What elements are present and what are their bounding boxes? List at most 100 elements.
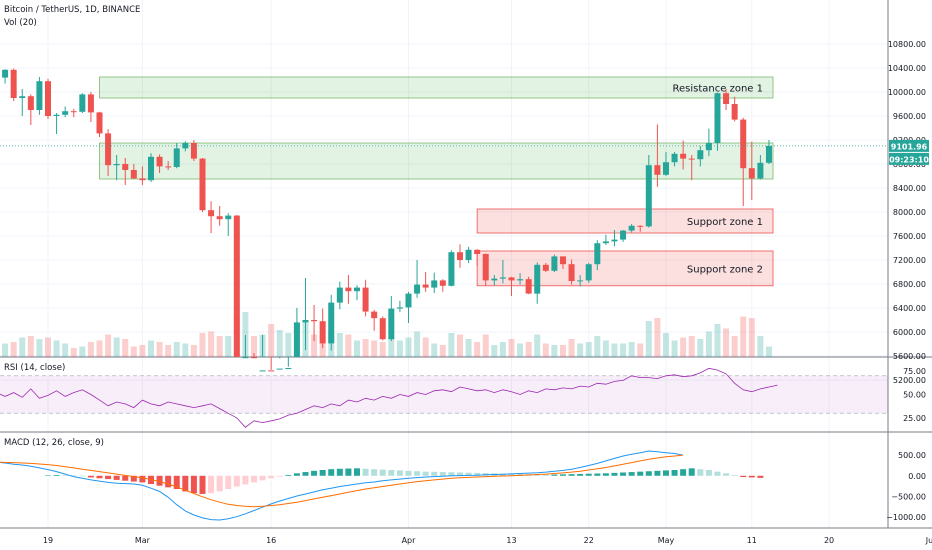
- volume-bar: [113, 337, 120, 357]
- volume-bar: [456, 334, 463, 357]
- candle-body: [714, 93, 721, 143]
- zone-label: Support zone 2: [687, 264, 763, 275]
- macd-panel: 500.00 0.00 −500.00 −1000.00: [0, 450, 926, 522]
- volume-bar: [353, 340, 360, 357]
- macd-histogram-bar: [242, 475, 249, 485]
- candle-body: [371, 311, 378, 319]
- candle-body: [559, 256, 566, 265]
- candle-body: [45, 81, 51, 116]
- volume-bar: [525, 342, 532, 357]
- volume-bar: [182, 343, 189, 357]
- candle-body: [628, 225, 635, 231]
- candle-body: [319, 321, 326, 344]
- macd-histogram-bar: [328, 469, 335, 476]
- price-tick-label: 6400.00: [893, 304, 926, 313]
- macd-histogram-bar: [139, 475, 146, 483]
- macd-histogram-bar: [165, 475, 172, 488]
- last-price-badge: [889, 139, 929, 152]
- price-tick-label: 10000.00: [888, 88, 926, 97]
- candle-body: [671, 153, 678, 163]
- volume-bar: [748, 318, 755, 357]
- candle-body: [448, 252, 455, 286]
- macd-histogram-bar: [748, 475, 755, 478]
- volume-bar: [216, 336, 223, 357]
- candle-body: [697, 150, 704, 160]
- candle-body: [259, 370, 266, 372]
- volume-bar: [705, 331, 712, 357]
- price-tick-label: 5200.00: [893, 376, 926, 385]
- macd-histogram-bar: [233, 475, 240, 487]
- volume-bar: [405, 337, 412, 357]
- volume-bar: [379, 342, 386, 357]
- volume-bar: [765, 346, 772, 357]
- macd-line: [0, 450, 684, 521]
- volume-bar: [602, 340, 609, 357]
- volume-bar: [680, 337, 687, 357]
- grid: [0, 0, 932, 529]
- candle-body: [53, 114, 60, 116]
- candle-body: [233, 215, 240, 357]
- candle-body: [328, 302, 335, 344]
- candle-body: [345, 287, 352, 292]
- candle-body: [705, 143, 712, 151]
- macd-label: MACD (12, 26, close, 9): [4, 438, 104, 448]
- candle-body: [96, 112, 103, 134]
- candle-body: [311, 320, 318, 322]
- volume-bar: [671, 340, 678, 357]
- macd-histogram-bar: [577, 473, 584, 476]
- time-tick-label: 22: [584, 536, 594, 545]
- volume-bar: [662, 333, 669, 357]
- volume-bar: [311, 334, 318, 357]
- time-axis: 19Mar16Apr1322May1120Jun15Jul: [43, 536, 932, 545]
- macd-tick-label: −500.00: [891, 492, 926, 501]
- macd-histogram-bar: [585, 473, 592, 476]
- macd-histogram-bar: [594, 473, 601, 476]
- time-tick-label: 20: [824, 536, 834, 545]
- candle-body: [534, 264, 541, 294]
- macd-histogram-bar: [714, 471, 721, 476]
- volume-bar: [199, 333, 206, 357]
- macd-histogram-bar: [602, 473, 609, 476]
- candle-body: [542, 264, 549, 271]
- macd-histogram-bar: [216, 475, 223, 492]
- candle-body: [551, 256, 558, 271]
- candle-body: [156, 156, 163, 167]
- candle-body: [182, 143, 189, 149]
- volume-bar: [517, 343, 524, 357]
- macd-histogram-bar: [654, 470, 661, 476]
- candle-body: [723, 93, 730, 104]
- macd-histogram-bar: [225, 475, 232, 489]
- candle-body: [602, 241, 609, 244]
- macd-histogram-bar: [439, 472, 446, 476]
- macd-histogram-bar: [336, 468, 343, 476]
- macd-tick-label: 0.00: [908, 472, 926, 481]
- volume-bar: [345, 334, 352, 357]
- macd-histogram-bar: [757, 475, 764, 478]
- macd-histogram-bar: [474, 472, 481, 476]
- rsi-tick-label: 75.00: [903, 367, 926, 376]
- candle-body: [474, 249, 481, 254]
- macd-histogram-bar: [45, 475, 51, 476]
- macd-histogram-bar: [268, 475, 275, 479]
- zone-rect: [476, 208, 774, 234]
- macd-histogram-bar: [276, 475, 283, 477]
- candle-body: [36, 81, 43, 110]
- candle-body: [285, 368, 292, 369]
- candle-body: [414, 284, 421, 294]
- volume-bar: [45, 337, 51, 357]
- volume-bar: [637, 343, 644, 357]
- macd-histogram-bar: [671, 469, 678, 476]
- candle-body: [680, 153, 687, 159]
- candle-body: [654, 165, 661, 175]
- macd-histogram-bar: [517, 473, 524, 476]
- macd-histogram-bar: [319, 469, 326, 476]
- volume-bar: [508, 339, 515, 357]
- macd-tick-label: −1000.00: [886, 513, 926, 522]
- volume-label: Vol (20): [4, 18, 37, 28]
- macd-histogram-bar: [431, 471, 438, 476]
- candle-body: [353, 287, 360, 292]
- price-tick-label: 9600.00: [893, 112, 926, 121]
- macd-histogram-bar: [293, 473, 300, 476]
- candle-body: [388, 308, 395, 340]
